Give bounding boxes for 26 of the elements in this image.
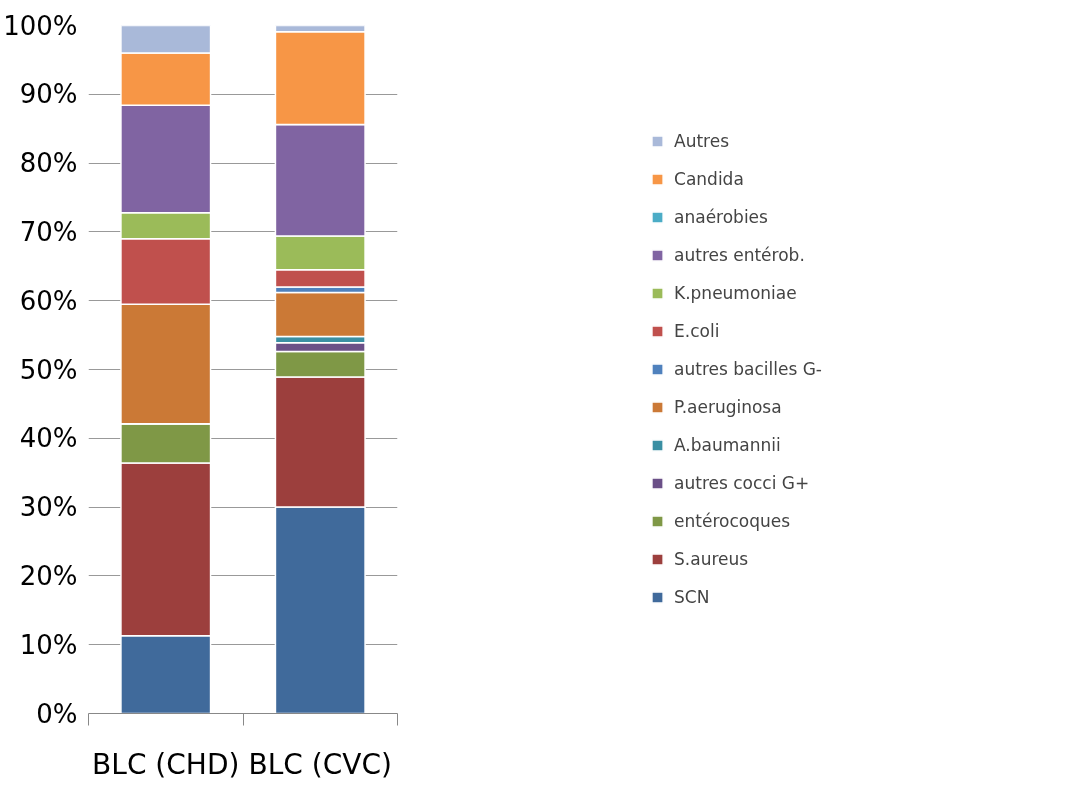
legend-label: K.pneumoniae bbox=[674, 283, 797, 303]
y-tick-label: 20% bbox=[19, 560, 78, 591]
legend-label: SCN bbox=[674, 587, 710, 607]
legend-label: anaérobies bbox=[674, 207, 768, 227]
y-tick-label: 0% bbox=[36, 698, 78, 729]
x-tick-label: BLC (CVC) bbox=[248, 747, 392, 781]
y-tick-label: 80% bbox=[19, 148, 78, 179]
legend-label: Candida bbox=[674, 169, 744, 189]
legend-label: A.baumannii bbox=[674, 435, 781, 455]
y-tick-label: 10% bbox=[19, 629, 78, 660]
legend-label: Autres bbox=[674, 131, 730, 151]
legend-label: P.aeruginosa bbox=[674, 397, 782, 417]
legend-label: autres entérob. bbox=[674, 245, 805, 265]
y-tick-label: 60% bbox=[19, 285, 78, 316]
y-tick-label: 30% bbox=[19, 492, 78, 523]
legend-label: E.coli bbox=[674, 321, 720, 341]
legend-label: entérocoques bbox=[674, 511, 791, 531]
y-tick-label: 70% bbox=[19, 216, 78, 247]
legend-label: autres cocci G+ bbox=[674, 473, 810, 493]
legend-label: autres bacilles G- bbox=[674, 359, 822, 379]
legend-label: S.aureus bbox=[674, 549, 749, 569]
y-tick-label: 100% bbox=[3, 10, 78, 41]
y-tick-label: 50% bbox=[19, 354, 78, 385]
y-tick-label: 40% bbox=[19, 423, 78, 454]
x-tick-label: BLC (CHD) bbox=[92, 747, 240, 781]
y-tick-label: 90% bbox=[19, 79, 78, 110]
